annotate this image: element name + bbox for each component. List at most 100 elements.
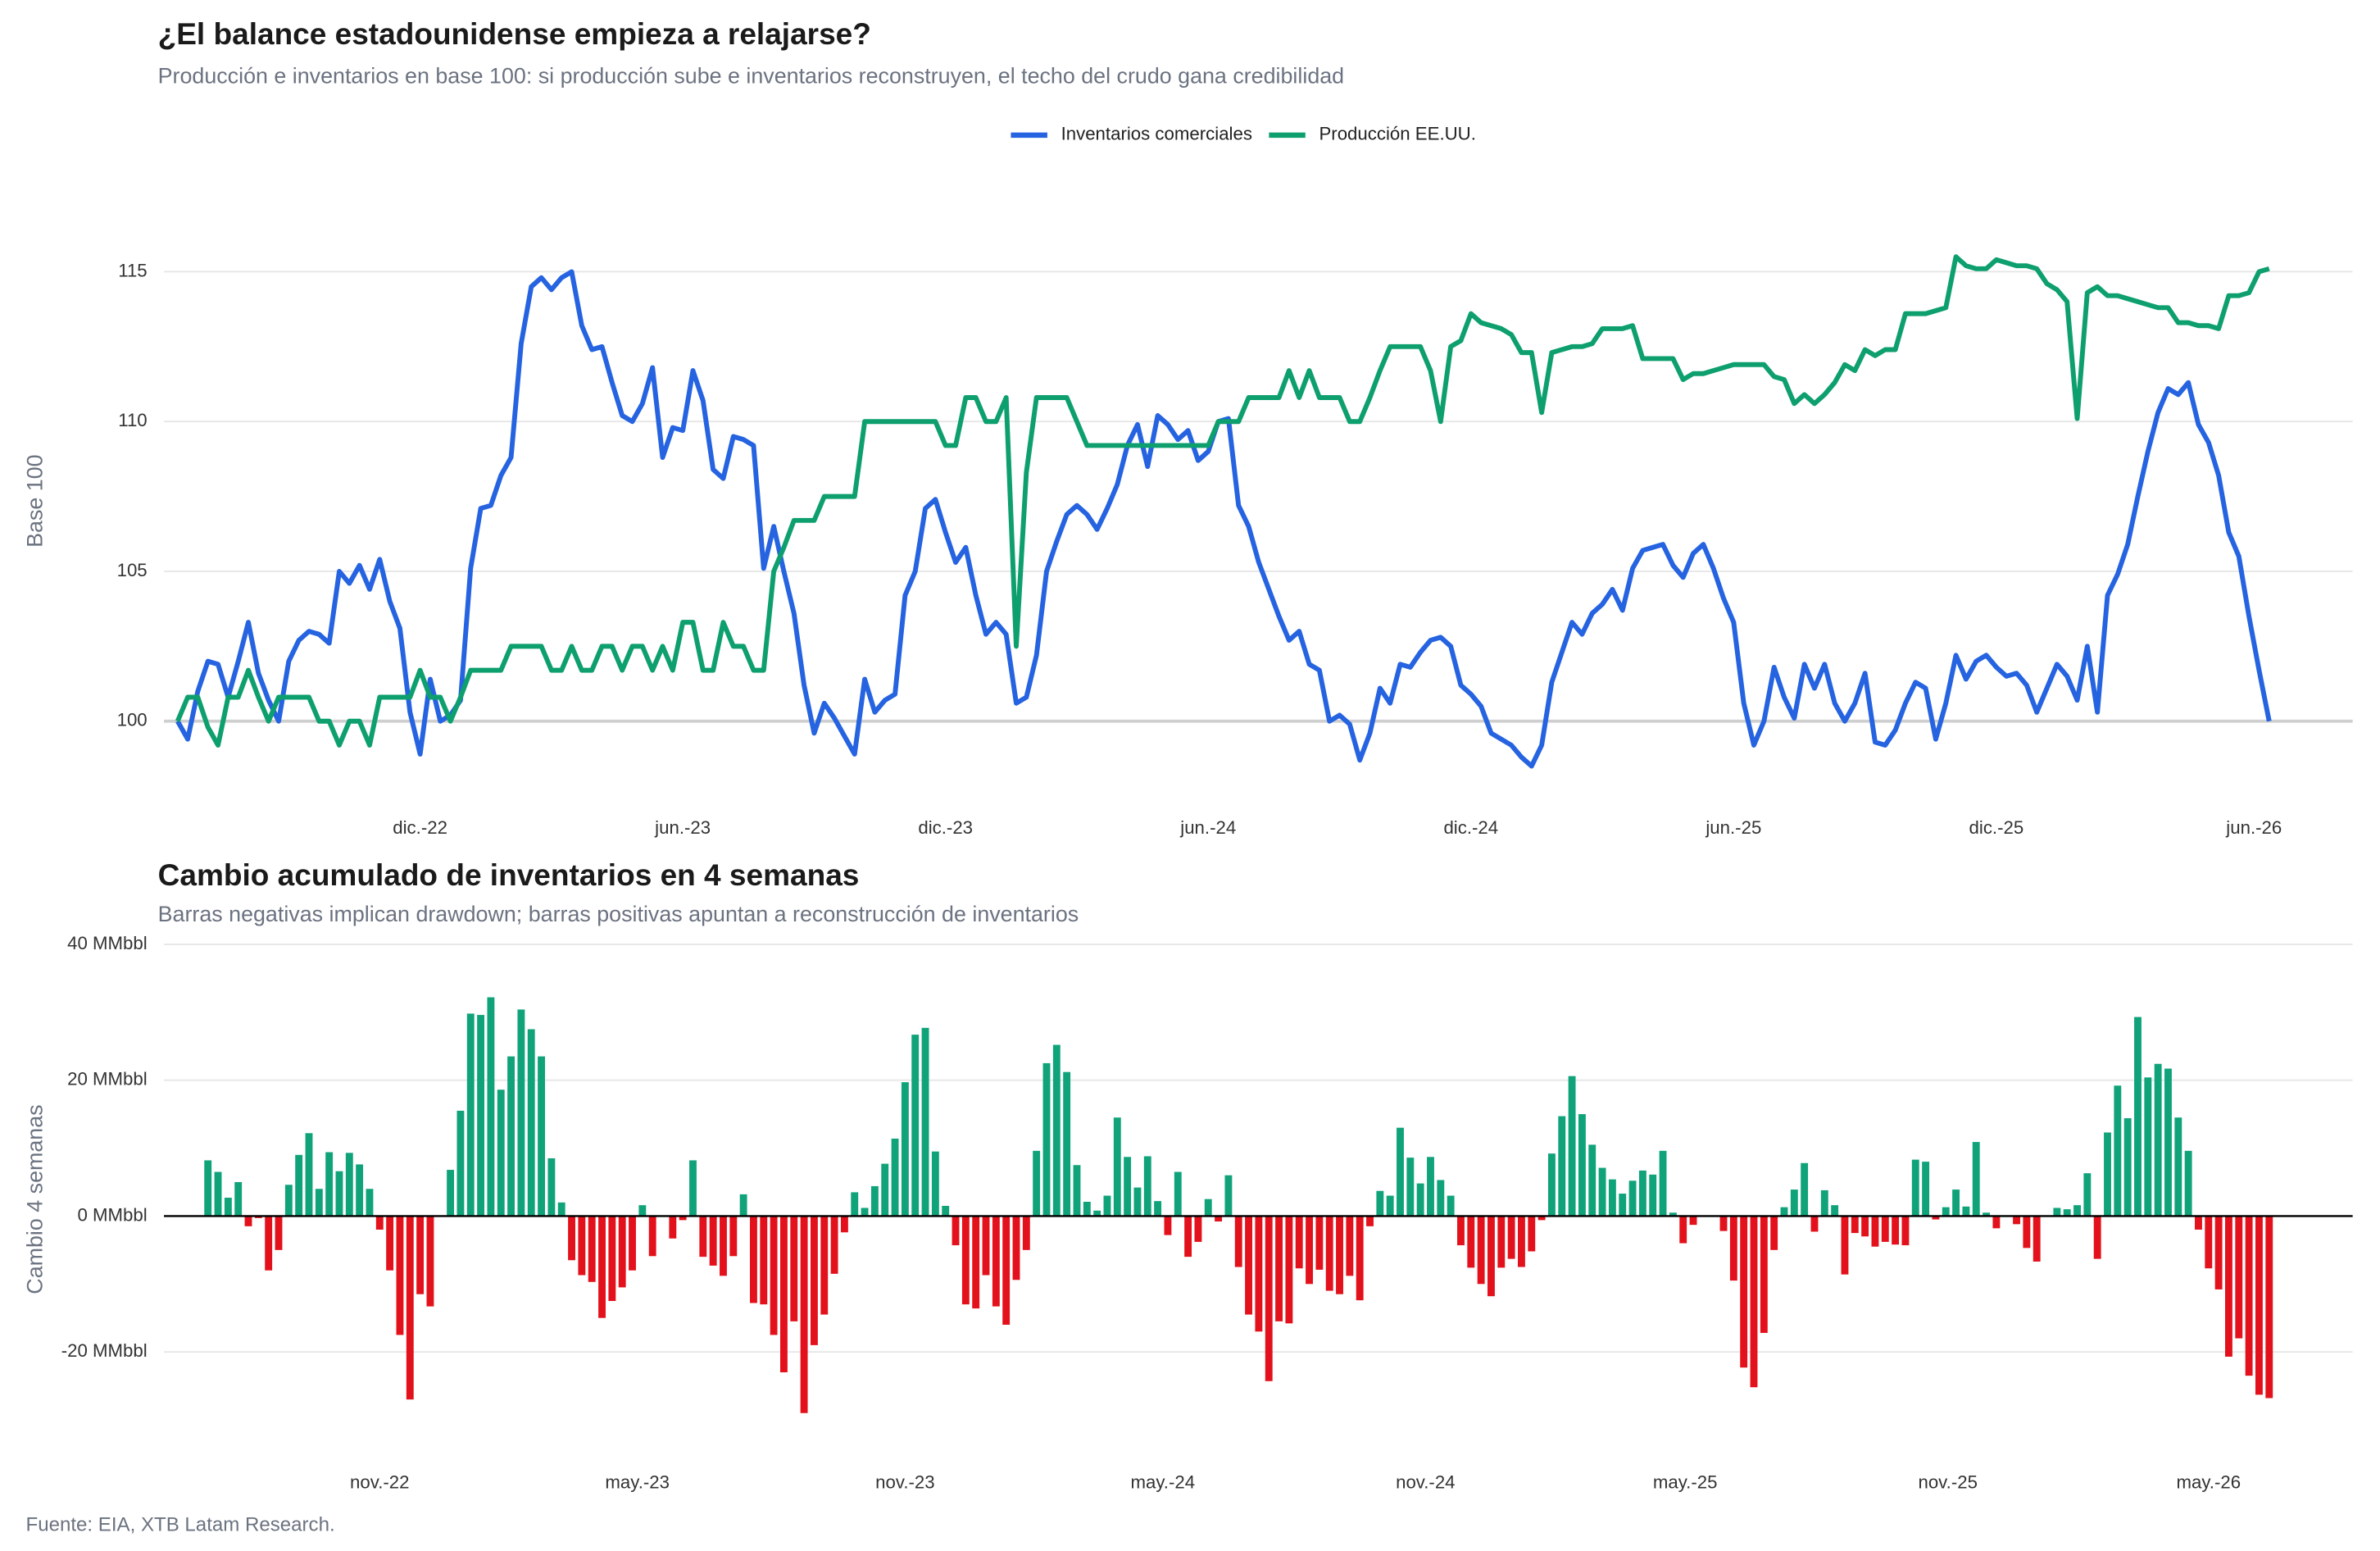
bar bbox=[1729, 1216, 1737, 1281]
bar bbox=[254, 1216, 262, 1218]
x-tick-label: jun.-26 bbox=[2225, 817, 2282, 838]
bar bbox=[325, 1152, 334, 1217]
bar bbox=[982, 1216, 990, 1276]
bar bbox=[921, 1027, 929, 1217]
y-axis-label: Cambio 4 semanas bbox=[23, 1104, 48, 1294]
bar bbox=[638, 1205, 647, 1217]
bar bbox=[1871, 1216, 1879, 1247]
bar bbox=[1306, 1216, 1313, 1285]
bar bbox=[961, 1216, 970, 1305]
bar bbox=[1427, 1157, 1434, 1217]
bar bbox=[2123, 1118, 2132, 1217]
bar bbox=[1750, 1216, 1758, 1388]
bar bbox=[709, 1216, 717, 1266]
bar bbox=[1022, 1216, 1030, 1250]
bar bbox=[870, 1185, 879, 1217]
bar bbox=[1820, 1189, 1828, 1217]
legend-label: Inventarios comerciales bbox=[1061, 124, 1252, 144]
bar bbox=[1012, 1216, 1020, 1280]
bar bbox=[861, 1208, 869, 1217]
bar bbox=[2265, 1216, 2273, 1399]
bar bbox=[720, 1216, 727, 1276]
bar bbox=[2104, 1132, 2111, 1217]
bar bbox=[1638, 1170, 1646, 1217]
bar bbox=[1406, 1158, 1415, 1217]
bar bbox=[1628, 1180, 1637, 1217]
bar bbox=[2154, 1063, 2162, 1217]
bar bbox=[1942, 1207, 1950, 1217]
bar bbox=[568, 1216, 575, 1261]
bar bbox=[2083, 1173, 2092, 1217]
bar bbox=[497, 1089, 505, 1217]
bar bbox=[507, 1056, 516, 1217]
bar bbox=[1881, 1216, 1889, 1242]
bar bbox=[1507, 1216, 1515, 1259]
bar bbox=[214, 1171, 222, 1217]
bar bbox=[2174, 1117, 2182, 1217]
bar bbox=[2033, 1216, 2041, 1262]
x-tick-label: dic.-22 bbox=[393, 817, 447, 838]
bar bbox=[2023, 1216, 2031, 1249]
bar bbox=[830, 1216, 838, 1274]
bar bbox=[1578, 1114, 1586, 1217]
bar bbox=[1892, 1216, 1900, 1245]
bar bbox=[1488, 1216, 1495, 1297]
bar bbox=[527, 1029, 535, 1217]
bar bbox=[1962, 1206, 1970, 1217]
bar bbox=[2073, 1205, 2081, 1217]
bar bbox=[1143, 1156, 1151, 1217]
bar bbox=[1265, 1216, 1273, 1381]
bar bbox=[1770, 1216, 1778, 1250]
bar bbox=[1831, 1205, 1839, 1217]
bar bbox=[578, 1216, 586, 1276]
bar bbox=[1033, 1150, 1041, 1217]
bar bbox=[1042, 1062, 1051, 1217]
bar bbox=[2255, 1216, 2263, 1395]
bar bbox=[1992, 1216, 2001, 1229]
bar bbox=[931, 1151, 939, 1217]
bar bbox=[557, 1202, 565, 1217]
bar bbox=[416, 1216, 425, 1294]
x-tick-label: may.-26 bbox=[2176, 1471, 2241, 1492]
bar bbox=[1164, 1216, 1172, 1235]
chart-subtitle: Producción e inventarios en base 100: si… bbox=[158, 64, 1344, 89]
bar bbox=[1133, 1187, 1142, 1217]
bar bbox=[1215, 1216, 1223, 1222]
bar bbox=[284, 1185, 293, 1217]
legend-label: Producción EE.UU. bbox=[1319, 124, 1475, 144]
bar bbox=[1952, 1189, 1960, 1217]
y-tick-label: 105 bbox=[117, 560, 148, 580]
bar bbox=[538, 1056, 545, 1217]
bar bbox=[447, 1170, 455, 1217]
y-tick-label: 0 MMbbl bbox=[77, 1204, 147, 1225]
bar bbox=[689, 1160, 697, 1217]
bar bbox=[840, 1216, 848, 1233]
bar bbox=[1416, 1183, 1424, 1217]
bar bbox=[1659, 1150, 1667, 1217]
bar bbox=[2114, 1085, 2122, 1217]
bar bbox=[1234, 1216, 1242, 1267]
bar bbox=[780, 1216, 788, 1373]
bar bbox=[1901, 1216, 1910, 1246]
bar bbox=[952, 1216, 960, 1246]
bar bbox=[699, 1216, 707, 1258]
bar bbox=[1376, 1190, 1384, 1217]
bar bbox=[901, 1082, 909, 1217]
x-tick-label: jun.-24 bbox=[1179, 817, 1236, 838]
bar bbox=[1325, 1216, 1333, 1291]
bar bbox=[2063, 1209, 2071, 1217]
bar bbox=[426, 1216, 434, 1307]
bar bbox=[2214, 1216, 2223, 1289]
bar bbox=[386, 1216, 394, 1271]
bar bbox=[750, 1216, 757, 1303]
bar bbox=[456, 1110, 465, 1217]
x-tick-label: nov.-24 bbox=[1396, 1471, 1455, 1492]
chart-title: Cambio acumulado de inventarios en 4 sem… bbox=[158, 857, 860, 892]
y-axis-label: Base 100 bbox=[23, 454, 48, 547]
bar bbox=[1537, 1216, 1546, 1221]
x-tick-label: dic.-23 bbox=[918, 817, 973, 838]
bar bbox=[679, 1216, 687, 1221]
bar bbox=[770, 1216, 778, 1335]
bar bbox=[1932, 1216, 1940, 1220]
